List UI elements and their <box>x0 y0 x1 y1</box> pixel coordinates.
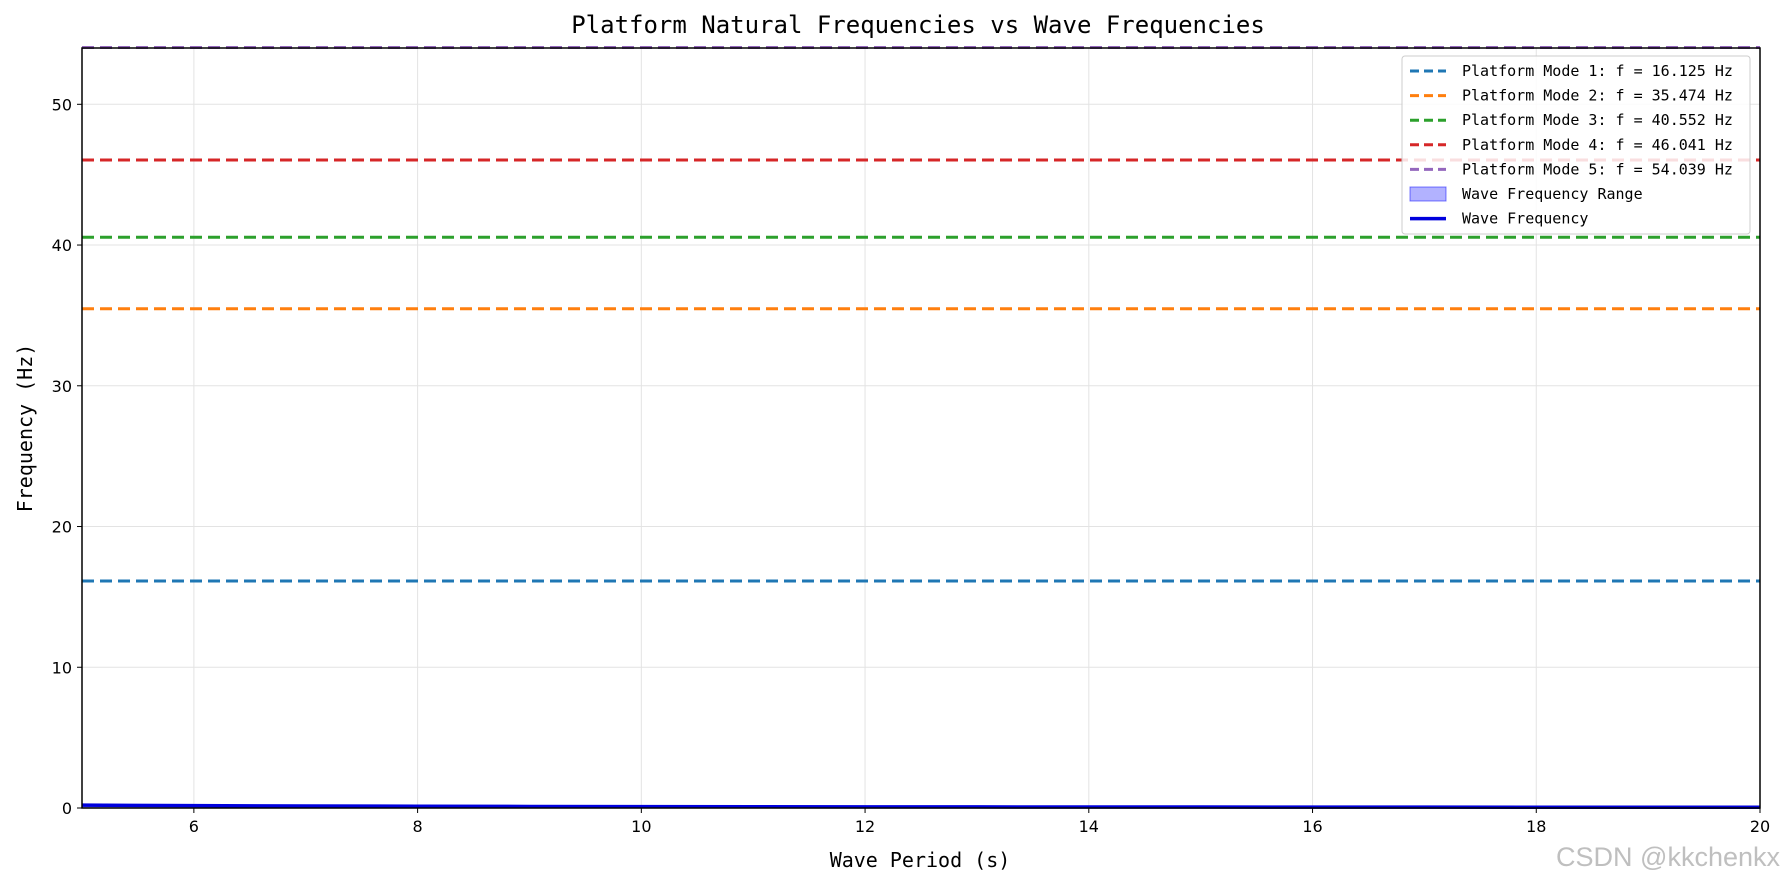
legend-label-mode-4: Platform Mode 4: f = 46.041 Hz <box>1462 136 1733 154</box>
legend: Platform Mode 1: f = 16.125 Hz Platform M… <box>1401 55 1751 235</box>
y-ticks: 0 10 20 30 40 50 <box>52 95 82 818</box>
x-tick-label-0: 6 <box>189 817 199 836</box>
x-tick-label-5: 16 <box>1302 817 1322 836</box>
x-tick-label-1: 8 <box>413 817 423 836</box>
y-tick-label-4: 40 <box>52 236 72 255</box>
x-tick-label-4: 14 <box>1079 817 1099 836</box>
legend-label-mode-1: Platform Mode 1: f = 16.125 Hz <box>1462 62 1733 80</box>
plot-frame <box>81 47 1761 809</box>
x-ticks: 6 8 10 12 14 16 18 20 <box>189 808 1770 836</box>
chart-title: Platform Natural Frequencies vs Wave Fre… <box>571 11 1265 39</box>
wave-line <box>81 803 1761 810</box>
y-tick-label-0: 0 <box>62 799 72 818</box>
x-tick-label-7: 20 <box>1750 817 1770 836</box>
y-tick-label-3: 30 <box>52 377 72 396</box>
legend-label-wave-frequency: Wave Frequency <box>1462 210 1588 228</box>
y-tick-label-5: 50 <box>52 95 72 114</box>
x-tick-label-6: 18 <box>1526 817 1546 836</box>
y-tick-label-1: 10 <box>52 658 72 677</box>
legend-swatch-wave-range <box>1409 186 1447 202</box>
y-tick-label-2: 20 <box>52 518 72 537</box>
watermark: CSDN @kkchenkx <box>1556 842 1780 872</box>
legend-label-mode-3: Platform Mode 3: f = 40.552 Hz <box>1462 111 1733 129</box>
x-tick-label-3: 12 <box>855 817 875 836</box>
legend-label-mode-5: Platform Mode 5: f = 54.039 Hz <box>1462 160 1733 178</box>
legend-label-mode-2: Platform Mode 2: f = 35.474 Hz <box>1462 87 1733 105</box>
legend-frame <box>1401 55 1751 235</box>
x-tick-label-2: 10 <box>631 817 651 836</box>
x-axis-label: Wave Period (s) <box>830 848 1011 872</box>
wave-frequency-line <box>81 803 1761 810</box>
legend-label-wave-range: Wave Frequency Range <box>1462 185 1643 203</box>
y-axis-label: Frequency (Hz) <box>13 344 37 513</box>
